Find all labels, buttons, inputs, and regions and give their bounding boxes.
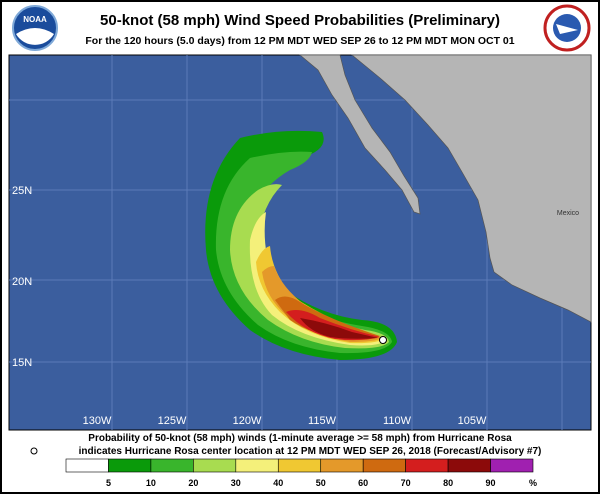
legend-label: 10 — [146, 478, 156, 488]
legend-swatch — [193, 458, 237, 473]
longitude-label: 110W — [383, 415, 412, 427]
map: Mexico — [8, 54, 592, 431]
footer-line2: indicates Hurricane Rosa center location… — [79, 446, 542, 457]
footer-line1: Probability of 50-knot (58 mph) winds (1… — [88, 433, 512, 444]
legend-swatch — [320, 458, 364, 473]
legend-swatch — [405, 458, 449, 473]
noaa-logo: NOAA — [12, 5, 58, 51]
legend-swatch — [65, 458, 109, 473]
nws-logo — [543, 4, 591, 52]
legend-swatch — [277, 458, 322, 473]
legend-swatch — [235, 458, 279, 473]
title: 50-knot (58 mph) Wind Speed Probabilitie… — [100, 12, 500, 29]
legend-swatch — [447, 458, 491, 473]
latitude-label: 15N — [12, 357, 32, 369]
legend-unit: % — [529, 478, 537, 488]
storm-center — [379, 336, 387, 344]
subtitle: For the 120 hours (5.0 days) from 12 PM … — [85, 35, 514, 47]
legend-label: 70 — [401, 478, 411, 488]
longitude-label: 105W — [458, 415, 487, 427]
longitude-label: 125W — [158, 415, 187, 427]
probability-swath — [205, 130, 397, 360]
place-label: Mexico — [557, 210, 579, 217]
legend-swatch — [150, 458, 194, 473]
legend-label: 80 — [443, 478, 453, 488]
legend-label: 40 — [273, 478, 283, 488]
logo-text: NOAA — [23, 15, 47, 24]
longitude-label: 115W — [308, 415, 337, 427]
legend: 5 10 20 30 40 50 60 70 80 90% — [65, 458, 537, 488]
latitude-label: 25N — [12, 185, 32, 197]
legend-label: 90 — [486, 478, 496, 488]
latitude-labels: 25N 20N 15N — [12, 185, 32, 369]
center-symbol — [30, 447, 38, 455]
land — [299, 54, 592, 323]
legend-label: 50 — [316, 478, 326, 488]
longitude-label: 120W — [233, 415, 262, 427]
legend-label: 5 — [106, 478, 111, 488]
legend-label: 20 — [188, 478, 198, 488]
longitude-labels: 130W 125W 120W 115W 110W 105W — [83, 415, 487, 427]
latitude-label: 20N — [12, 276, 32, 288]
legend-label: 30 — [231, 478, 241, 488]
legend-label: 60 — [358, 478, 368, 488]
legend-swatch — [108, 458, 152, 473]
legend-swatch — [362, 458, 406, 473]
legend-swatch — [490, 458, 534, 473]
longitude-label: 130W — [83, 415, 112, 427]
